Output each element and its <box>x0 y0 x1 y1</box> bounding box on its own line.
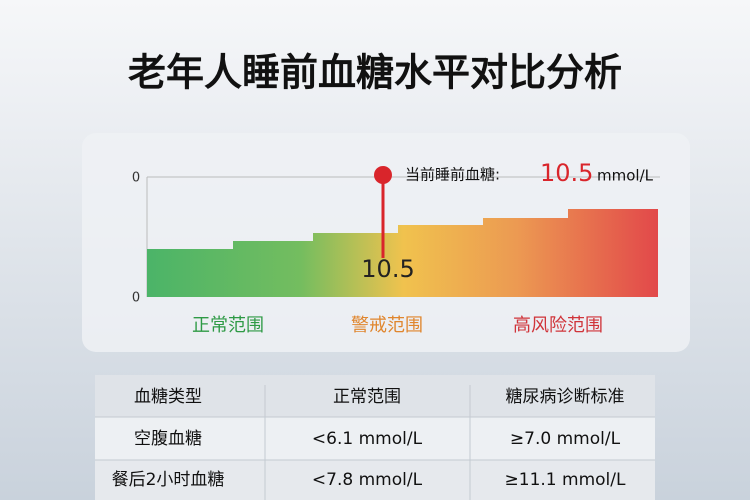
marker-pin <box>374 166 392 184</box>
current-value: 10.5 <box>540 159 593 187</box>
zone-label: 高风险范围 <box>513 315 603 336</box>
table-row-bg <box>95 417 655 460</box>
table-cell: ≥11.1 mmol/L <box>505 470 626 490</box>
current-label: 当前睡前血糖: <box>405 166 500 184</box>
table-cell: 空腹血糖 <box>134 429 202 449</box>
table-cell: 餐后2小时血糖 <box>112 470 225 490</box>
marker-value: 10.5 <box>361 255 414 283</box>
table-row-bg <box>95 460 655 500</box>
table-header-cell: 血糖类型 <box>134 387 202 407</box>
title: 老年人睡前血糖水平对比分析 <box>128 51 622 95</box>
table-cell: <6.1 mmol/L <box>312 429 423 449</box>
table-cell: <7.8 mmol/L <box>312 470 423 490</box>
zone-label: 正常范围 <box>192 315 264 336</box>
unit: mmol/L <box>597 167 654 185</box>
axis-label: 0 <box>132 291 140 306</box>
table-header-cell: 糖尿病诊断标准 <box>506 387 625 407</box>
table-header-cell: 正常范围 <box>333 387 401 407</box>
table-header-bg <box>95 375 655 417</box>
risk-steps <box>147 209 658 297</box>
zone-label: 警戒范围 <box>351 315 423 336</box>
axis-label: 0 <box>132 171 140 186</box>
table-cell: ≥7.0 mmol/L <box>510 429 621 449</box>
